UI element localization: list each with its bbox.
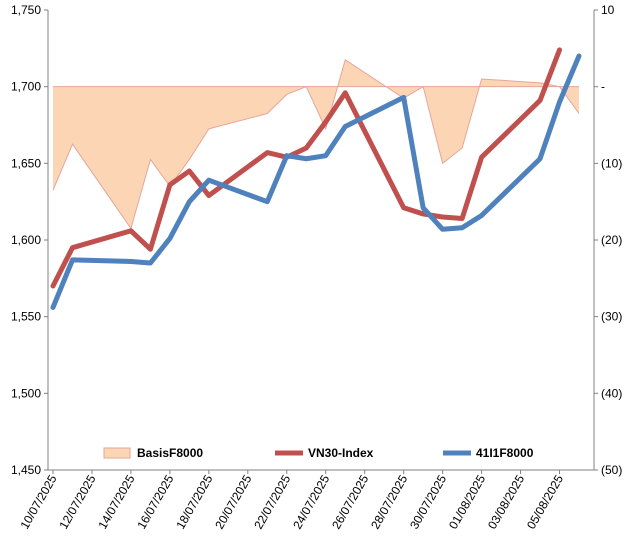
y-left-tick-label: 1,550 [11,310,41,324]
y-right-tick-label: (30) [601,310,622,324]
x-tick-label: 22/07/2025 [251,472,293,531]
y-left-tick-label: 1,700 [11,80,41,94]
x-tick-label: 30/07/2025 [407,472,449,531]
legend-label-basisf8000: BasisF8000 [137,446,203,460]
y-right-tick-label: (50) [601,463,622,477]
x-tick-label: 12/07/2025 [56,472,98,531]
x-tick-label: 10/07/2025 [17,472,59,531]
y-right-tick-label: (40) [601,386,622,400]
y-left-tick-label: 1,500 [11,386,41,400]
x-tick-label: 24/07/2025 [290,472,332,531]
x-tick-label: 20/07/2025 [212,472,254,531]
legend-label-vn30-index: VN30-Index [308,446,374,460]
x-tick-label: 18/07/2025 [173,472,215,531]
lines-layer [50,47,582,310]
series-line-41i1f8000 [50,53,582,310]
y-left-tick-label: 1,450 [11,463,41,477]
y-right-tick-label: (20) [601,233,622,247]
y-left-tick-label: 1,650 [11,156,41,170]
basis-area-layer [52,59,580,230]
legend: BasisF8000 VN30-Index 41I1F8000 [103,446,534,460]
basis-area-fill [53,59,579,229]
y-left-tick-label: 1,750 [11,3,41,17]
x-tick-label: 01/08/2025 [446,472,488,531]
y-left-tick-label: 1,600 [11,233,41,247]
y-right-tick-label: (10) [601,156,622,170]
basis-area-edge [52,59,580,230]
x-tick-label: 14/07/2025 [95,472,137,531]
y-right-tick-label: - [601,80,605,94]
legend-swatch-basisf8000 [103,447,131,459]
x-tick-label: 26/07/2025 [329,472,371,531]
x-tick-label: 03/08/2025 [485,472,527,531]
legend-label-41i1f8000: 41I1F8000 [476,446,534,460]
x-tick-label: 05/08/2025 [524,472,566,531]
x-tick-label: 16/07/2025 [134,472,176,531]
series-line-vn30-index [50,47,563,289]
y-right-tick-label: 10 [601,3,615,17]
x-tick-label: 28/07/2025 [368,472,410,531]
